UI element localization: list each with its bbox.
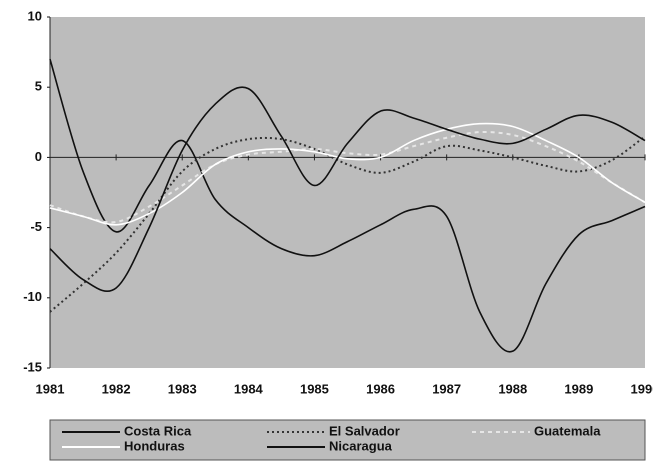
x-tick-label: 1982 xyxy=(102,381,131,396)
y-tick-label: -15 xyxy=(23,359,42,374)
y-tick-label: -10 xyxy=(23,289,42,304)
x-tick-label: 1988 xyxy=(498,381,527,396)
legend-label: Nicaragua xyxy=(329,438,393,453)
x-tick-label: 1981 xyxy=(36,381,65,396)
legend-label: Costa Rica xyxy=(124,423,192,438)
x-tick-label: 1984 xyxy=(234,381,264,396)
legend-label: El Salvador xyxy=(329,423,400,438)
series-line xyxy=(49,58,646,353)
legend-label: Guatemala xyxy=(534,423,601,438)
series-line xyxy=(49,86,646,293)
y-tick-label: -5 xyxy=(30,219,42,234)
x-tick-label: 1986 xyxy=(366,381,395,396)
y-tick-label: 10 xyxy=(28,8,42,23)
plot-area xyxy=(50,17,645,368)
legend-label: Honduras xyxy=(124,438,185,453)
x-tick-label: 1989 xyxy=(564,381,593,396)
x-tick-label: 1990 xyxy=(631,381,653,396)
legend-box xyxy=(49,419,646,461)
y-tick-label: 0 xyxy=(35,149,42,164)
series-line xyxy=(49,122,646,226)
y-tick-label: 5 xyxy=(35,79,42,94)
x-tick-label: 1985 xyxy=(300,381,329,396)
x-tick-label: 1987 xyxy=(432,381,461,396)
x-tick-label: 1983 xyxy=(168,381,197,396)
series-line xyxy=(49,131,646,224)
